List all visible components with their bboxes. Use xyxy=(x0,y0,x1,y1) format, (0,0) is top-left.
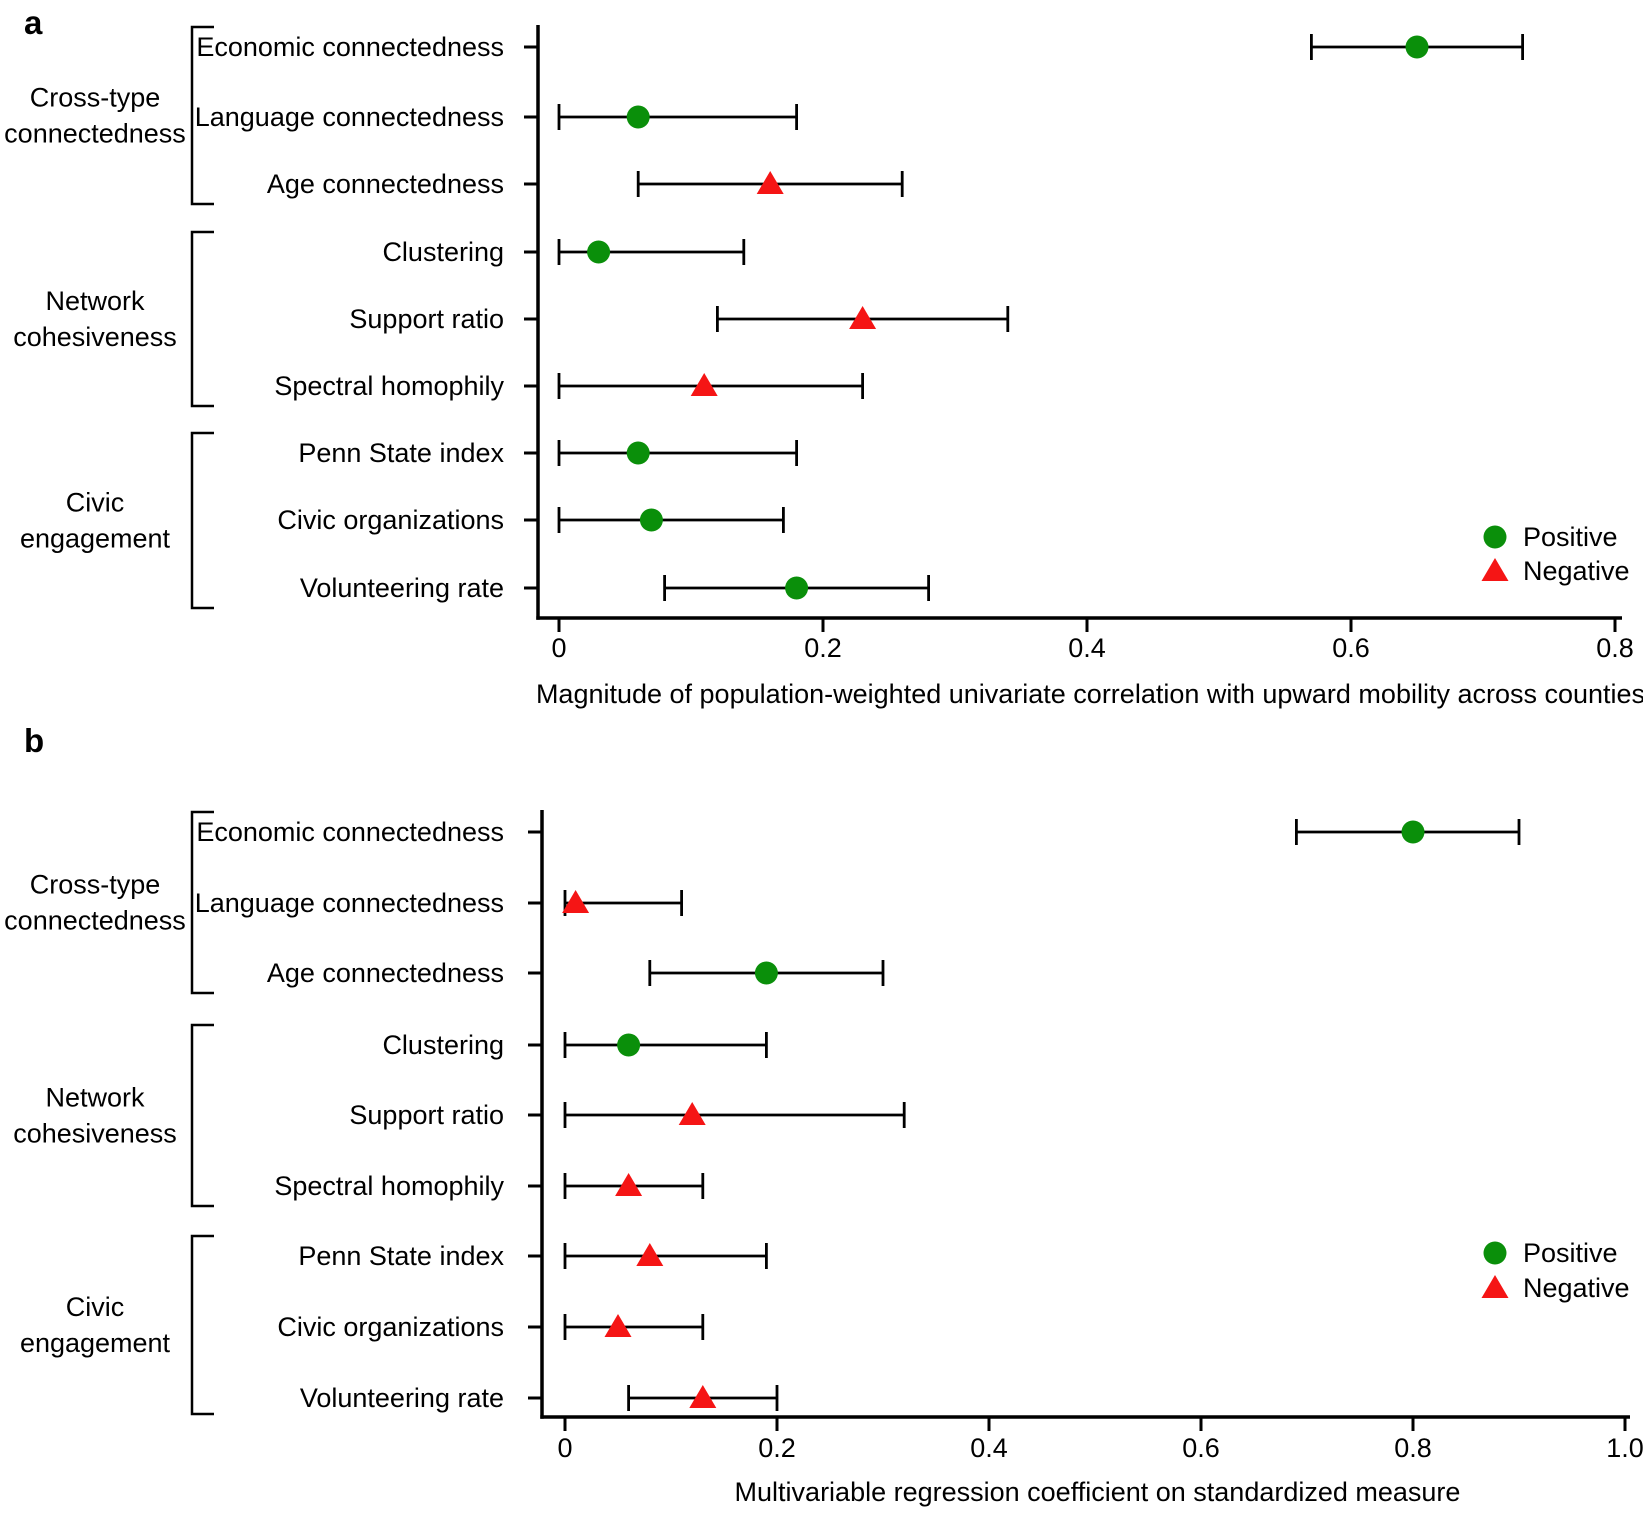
data-point-circle xyxy=(639,508,663,532)
data-point-triangle xyxy=(849,306,877,329)
group-label: Civic xyxy=(66,488,125,518)
row-label: Clustering xyxy=(382,1030,504,1060)
group-bracket xyxy=(190,1023,214,1208)
row-label: Penn State index xyxy=(298,1241,504,1271)
legend-label: Negative xyxy=(1523,556,1630,586)
data-point-circle xyxy=(1405,35,1429,59)
data-point-triangle xyxy=(678,1102,706,1125)
data-point-triangle xyxy=(689,1385,717,1408)
legend-label: Negative xyxy=(1523,1273,1630,1303)
group-bracket xyxy=(190,25,214,206)
x-axis-tick-label: 0.8 xyxy=(1596,633,1634,663)
group-label: Civic xyxy=(66,1292,125,1322)
data-point-circle xyxy=(1401,820,1425,844)
x-axis-tick-label: 0 xyxy=(557,1433,572,1463)
data-point-triangle xyxy=(756,171,784,194)
row-label: Volunteering rate xyxy=(300,573,504,603)
x-axis-tick-label: 0.8 xyxy=(1394,1433,1432,1463)
x-axis-tick-label: 0.4 xyxy=(1068,633,1106,663)
data-point-circle xyxy=(626,105,650,129)
x-axis-tick-label: 0.2 xyxy=(758,1433,796,1463)
legend-label: Positive xyxy=(1523,522,1618,552)
group-label: Cross-type xyxy=(30,870,161,900)
legend-marker-triangle xyxy=(1481,558,1509,581)
x-axis-tick-label: 1.0 xyxy=(1606,1433,1643,1463)
row-label: Support ratio xyxy=(349,304,504,334)
data-point-circle xyxy=(785,576,809,600)
group-label: connectedness xyxy=(4,119,186,149)
data-point-triangle xyxy=(636,1243,664,1266)
group-bracket xyxy=(190,230,214,408)
x-axis-tick-label: 0.4 xyxy=(970,1433,1008,1463)
data-point-triangle xyxy=(562,890,590,913)
group-label: engagement xyxy=(20,524,171,554)
group-bracket xyxy=(190,1234,214,1416)
row-label: Support ratio xyxy=(349,1100,504,1130)
x-axis-tick-label: 0.6 xyxy=(1182,1433,1220,1463)
row-label: Language connectedness xyxy=(195,888,504,918)
row-label: Language connectedness xyxy=(195,102,504,132)
legend-label: Positive xyxy=(1523,1238,1618,1268)
x-axis-tick-label: 0.2 xyxy=(804,633,842,663)
data-point-triangle xyxy=(604,1314,632,1337)
data-point-circle xyxy=(626,441,650,465)
group-label: Network xyxy=(45,1083,145,1113)
panel-a-letter: a xyxy=(24,4,43,41)
group-label: engagement xyxy=(20,1328,171,1358)
panel-b-letter: b xyxy=(24,722,45,759)
group-bracket xyxy=(190,431,214,610)
row-label: Economic connectedness xyxy=(196,817,504,847)
x-axis-tick-label: 0 xyxy=(551,633,566,663)
x-axis-title: Multivariable regression coefficient on … xyxy=(735,1477,1461,1507)
x-axis-tick-label: 0.6 xyxy=(1332,633,1370,663)
legend-marker-circle xyxy=(1483,525,1507,549)
group-bracket xyxy=(190,810,214,995)
group-label: connectedness xyxy=(4,906,186,936)
row-label: Spectral homophily xyxy=(274,1171,504,1201)
data-point-circle xyxy=(754,961,778,985)
row-label: Economic connectedness xyxy=(196,32,504,62)
row-label: Age connectedness xyxy=(267,169,504,199)
group-label: Network xyxy=(45,286,145,316)
row-label: Clustering xyxy=(382,237,504,267)
data-point-circle xyxy=(617,1033,641,1057)
data-point-circle xyxy=(587,240,611,264)
data-point-triangle xyxy=(690,373,718,396)
row-label: Civic organizations xyxy=(277,505,504,535)
group-label: cohesiveness xyxy=(13,322,177,352)
row-label: Spectral homophily xyxy=(274,371,504,401)
row-label: Penn State index xyxy=(298,438,504,468)
legend-marker-circle xyxy=(1483,1241,1507,1265)
row-label: Civic organizations xyxy=(277,1312,504,1342)
row-label: Age connectedness xyxy=(267,958,504,988)
row-label: Volunteering rate xyxy=(300,1383,504,1413)
data-point-triangle xyxy=(615,1173,643,1196)
x-axis-title: Magnitude of population-weighted univari… xyxy=(536,679,1643,709)
group-label: cohesiveness xyxy=(13,1119,177,1149)
legend-marker-triangle xyxy=(1481,1275,1509,1298)
group-label: Cross-type xyxy=(30,83,161,113)
